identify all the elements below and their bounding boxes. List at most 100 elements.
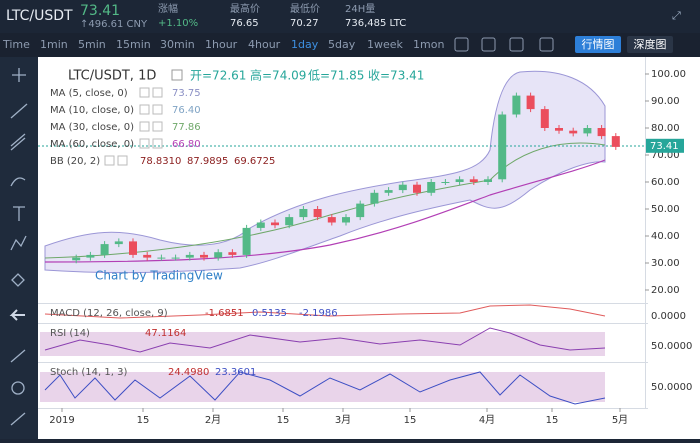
interval-tab[interactable]: 1hour (205, 38, 238, 51)
ohlc-value: 高=74.09 (250, 68, 306, 83)
interval-tab[interactable]: 30min (160, 38, 195, 51)
study-value: 76.40 (172, 105, 201, 116)
y-tick-label: 100.00 (651, 69, 686, 80)
view-button-label[interactable]: 行情图 (582, 38, 615, 51)
candle (540, 109, 549, 128)
time-label: 5月 (612, 414, 628, 426)
study-icon[interactable] (139, 138, 150, 149)
stat-value: 76.65 (230, 18, 259, 29)
interval-tab[interactable]: 4hour (248, 38, 281, 51)
time-label: 3月 (335, 414, 351, 426)
study-value: 87.9895 (187, 156, 228, 167)
header-bar (0, 0, 700, 33)
study-value: 78.8310 (140, 156, 181, 167)
indicator-value: 0.5135 (252, 308, 287, 319)
tool-button[interactable] (539, 37, 554, 52)
interval-tab[interactable]: 1week (367, 38, 404, 51)
tool-icons (9, 68, 28, 426)
indicator-value: -2.1986 (299, 308, 338, 319)
interval-tab[interactable]: 1min (40, 38, 68, 51)
candle (143, 254, 152, 258)
study-value: 66.80 (172, 139, 201, 150)
legend-title: LTC/USDT, 1D (68, 69, 156, 84)
ohlc-value: 低=71.85 (308, 69, 364, 83)
rsi-line (44, 327, 606, 353)
indicator-axis-label: 50.0000 (651, 341, 692, 352)
candle (498, 114, 507, 180)
view-button-label[interactable]: 深度图 (634, 37, 667, 51)
study-icon[interactable] (139, 121, 150, 132)
study-icon[interactable] (152, 121, 163, 132)
time-label: 15 (404, 415, 417, 426)
view-button[interactable] (627, 36, 673, 53)
candle (342, 217, 350, 223)
interval-tab[interactable]: 1day (291, 38, 319, 51)
candle (72, 257, 81, 261)
y-tick-label: 30.00 (651, 258, 680, 269)
tool-button[interactable] (454, 37, 469, 52)
interval-tab[interactable]: 15min (116, 38, 151, 51)
y-tick-label: 40.00 (651, 231, 680, 242)
study-icon[interactable] (139, 104, 150, 115)
study-icon[interactable] (117, 155, 128, 166)
study-icon[interactable] (139, 87, 150, 98)
interval-tab[interactable]: 5day (328, 38, 356, 51)
candle (384, 190, 393, 193)
ohlc-value: 收=73.41 (368, 69, 424, 83)
macd-line (44, 304, 606, 319)
candle (455, 179, 464, 182)
candle (256, 222, 265, 228)
view-button[interactable] (575, 36, 621, 53)
interval-tab[interactable]: Time (2, 38, 30, 51)
candle (228, 252, 237, 255)
indicator-value: 24.4980 (168, 367, 209, 378)
candle (157, 257, 166, 259)
stat-label: 涨幅 (158, 2, 178, 15)
axis-line (645, 57, 646, 409)
study-icon[interactable] (104, 155, 115, 166)
interval-tab[interactable]: 5min (78, 38, 106, 51)
study-icon[interactable] (152, 138, 163, 149)
time-label: 2019 (49, 415, 74, 426)
stat-value: 736,485 LTC (345, 18, 406, 29)
interval-tab[interactable]: 1mon (413, 38, 444, 51)
study-value: 77.86 (172, 122, 201, 133)
study-icon[interactable] (152, 87, 163, 98)
time-label: 2月 (205, 414, 221, 426)
candle (427, 182, 436, 193)
candle (555, 128, 563, 131)
indicator-axis-label: 50.0000 (651, 382, 692, 393)
fullscreen-icon[interactable]: ⤢ (672, 9, 681, 22)
candle (583, 128, 592, 134)
y-tick-label: 60.00 (651, 177, 680, 188)
y-tick-label: 80.00 (651, 123, 680, 134)
candle (413, 184, 421, 193)
symbol: LTC/USDT (6, 8, 73, 24)
time-label: 15 (137, 415, 150, 426)
y-tick-label: 70.00 (651, 150, 680, 161)
tool-button[interactable] (481, 37, 496, 52)
candle (313, 209, 322, 218)
legend-icon[interactable] (171, 69, 183, 81)
candle (597, 128, 606, 137)
stoch-line (44, 371, 606, 405)
tool-button[interactable] (509, 37, 524, 52)
candle (398, 184, 407, 191)
divider (38, 303, 648, 304)
study-icon[interactable] (152, 104, 163, 115)
rsi-band (40, 332, 605, 356)
watermark: Chart by TradingView (95, 269, 223, 283)
indicator-axis-label: 0.0000 (651, 311, 686, 322)
candle (242, 227, 251, 255)
study-name: MA (30, close, 0) (50, 122, 134, 133)
time-label: 15 (546, 415, 559, 426)
candle (370, 192, 379, 204)
indicator-value: 47.1164 (145, 328, 186, 339)
candle (611, 136, 620, 147)
candle (129, 241, 137, 255)
candle (271, 222, 279, 226)
divider (38, 323, 648, 324)
stoch-band (40, 372, 605, 402)
indicator-value: 23.3601 (215, 367, 256, 378)
